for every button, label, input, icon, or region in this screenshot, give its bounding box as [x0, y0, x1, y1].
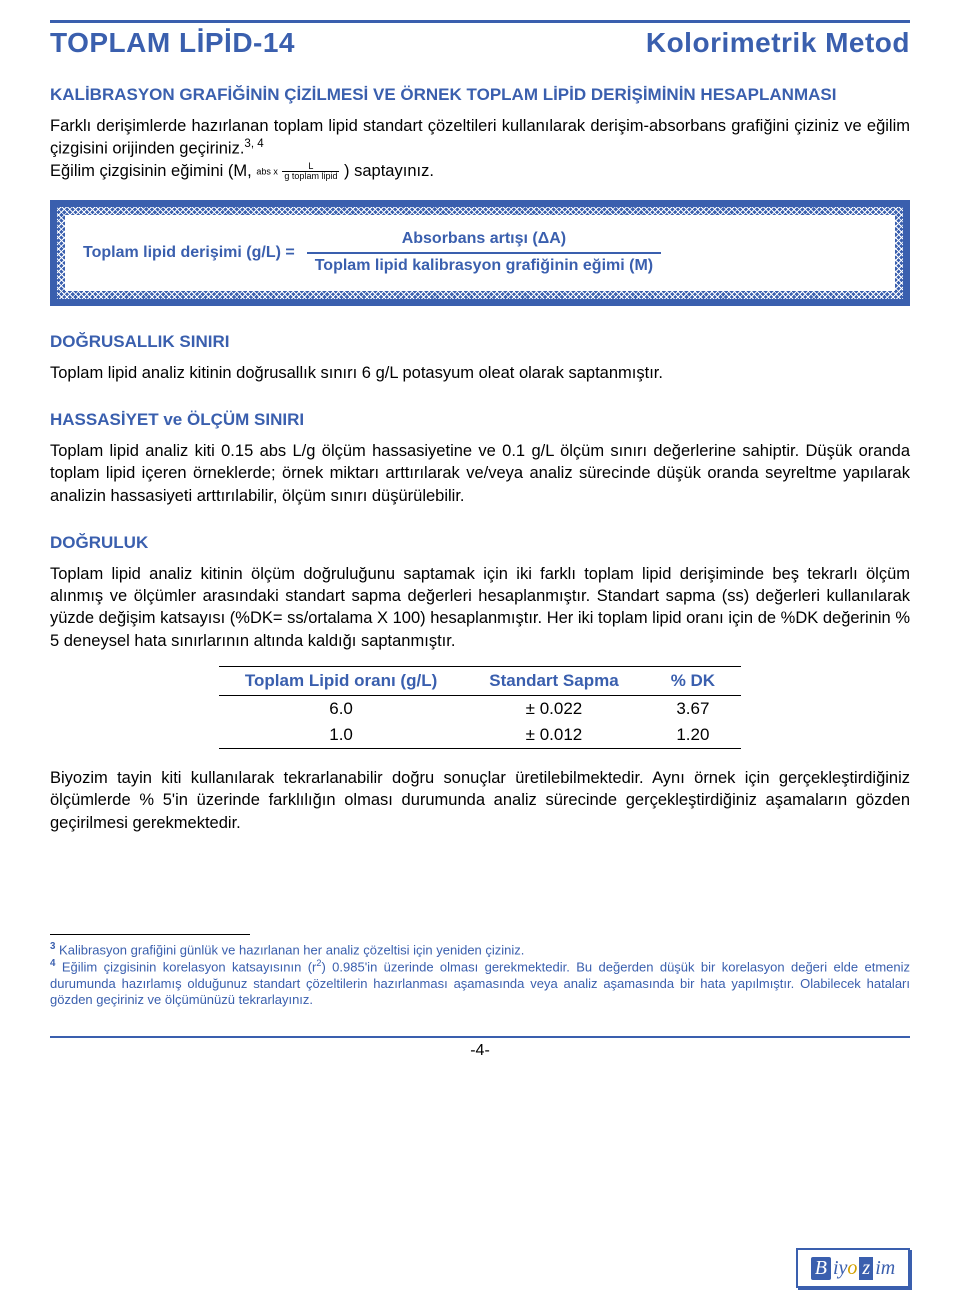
- logo-o: o: [847, 1257, 857, 1280]
- section5-para: Biyozim tayin kiti kullanılarak tekrarla…: [50, 767, 910, 834]
- formula-frac: Absorbans artışı (ΔA) Toplam lipid kalib…: [307, 229, 661, 277]
- table-row: 1.0 ± 0.012 1.20: [219, 722, 741, 749]
- section2-heading: DOĞRUSALLIK SINIRI: [50, 332, 910, 352]
- section1-p2b: ) saptayınız.: [339, 162, 433, 180]
- section1-p2a: Eğilim çizgisinin eğimini (M,: [50, 162, 256, 180]
- section4-para: Toplam lipid analiz kitinin ölçüm doğrul…: [50, 563, 910, 652]
- unit-frac: L g toplam lipid: [282, 162, 339, 181]
- formula-box: Toplam lipid derişimi (g/L) = Absorbans …: [50, 200, 910, 306]
- cell: 1.20: [645, 722, 741, 749]
- footnote-4: 4 Eğilim çizgisinin korelasyon katsayısı…: [50, 958, 910, 1008]
- formula-num: Absorbans artışı (ΔA): [307, 229, 661, 254]
- unit-pre: abs x: [256, 167, 278, 177]
- section1-para: Farklı derişimlerde hazırlanan toplam li…: [50, 115, 910, 182]
- th-col2: Standart Sapma: [463, 667, 644, 696]
- biyozim-logo: Biyozim: [796, 1248, 910, 1288]
- logo-iy: iy: [833, 1257, 847, 1280]
- page-number: -4-: [50, 1042, 910, 1060]
- top-rule: [50, 20, 910, 23]
- logo-im: im: [875, 1257, 895, 1280]
- fn3-text: Kalibrasyon grafiğini günlük ve hazırlan…: [55, 942, 524, 957]
- th-col1: Toplam Lipid oranı (g/L): [219, 667, 463, 696]
- fn4a: Eğilim çizgisinin korelasyon katsayısını…: [55, 960, 316, 975]
- section3-para: Toplam lipid analiz kiti 0.15 abs L/g öl…: [50, 440, 910, 507]
- cell: 1.0: [219, 722, 463, 749]
- logo-z: z: [859, 1257, 873, 1280]
- section1-heading: KALİBRASYON GRAFİĞİNİN ÇİZİLMESİ VE ÖRNE…: [50, 85, 910, 105]
- section4-heading: DOĞRULUK: [50, 533, 910, 553]
- table-row: 6.0 ± 0.022 3.67: [219, 696, 741, 723]
- unit-den: g toplam lipid: [282, 172, 339, 181]
- cell: 3.67: [645, 696, 741, 723]
- page-footer: -4-: [50, 1036, 910, 1060]
- logo-b: B: [811, 1257, 831, 1280]
- th-col3: % DK: [645, 667, 741, 696]
- accuracy-table: Toplam Lipid oranı (g/L) Standart Sapma …: [219, 666, 741, 749]
- formula-lhs: Toplam lipid derişimi (g/L) =: [83, 244, 295, 262]
- section3-heading: HASSASİYET ve ÖLÇÜM SINIRI: [50, 410, 910, 430]
- header-right: Kolorimetrik Metod: [646, 27, 910, 59]
- cell: ± 0.012: [463, 722, 644, 749]
- header-row: TOPLAM LİPİD-14 Kolorimetrik Metod: [50, 27, 910, 59]
- formula-den: Toplam lipid kalibrasyon grafiğinin eğim…: [307, 254, 661, 277]
- header-left: TOPLAM LİPİD-14: [50, 27, 295, 59]
- footnote-3: 3 Kalibrasyon grafiğini günlük ve hazırl…: [50, 941, 910, 959]
- section1-p: Farklı derişimlerde hazırlanan toplam li…: [50, 117, 910, 158]
- section2-para: Toplam lipid analiz kitinin doğrusallık …: [50, 362, 910, 384]
- footnote-rule: [50, 934, 250, 935]
- cell: 6.0: [219, 696, 463, 723]
- cell: ± 0.022: [463, 696, 644, 723]
- section1-sup: 3, 4: [244, 138, 263, 150]
